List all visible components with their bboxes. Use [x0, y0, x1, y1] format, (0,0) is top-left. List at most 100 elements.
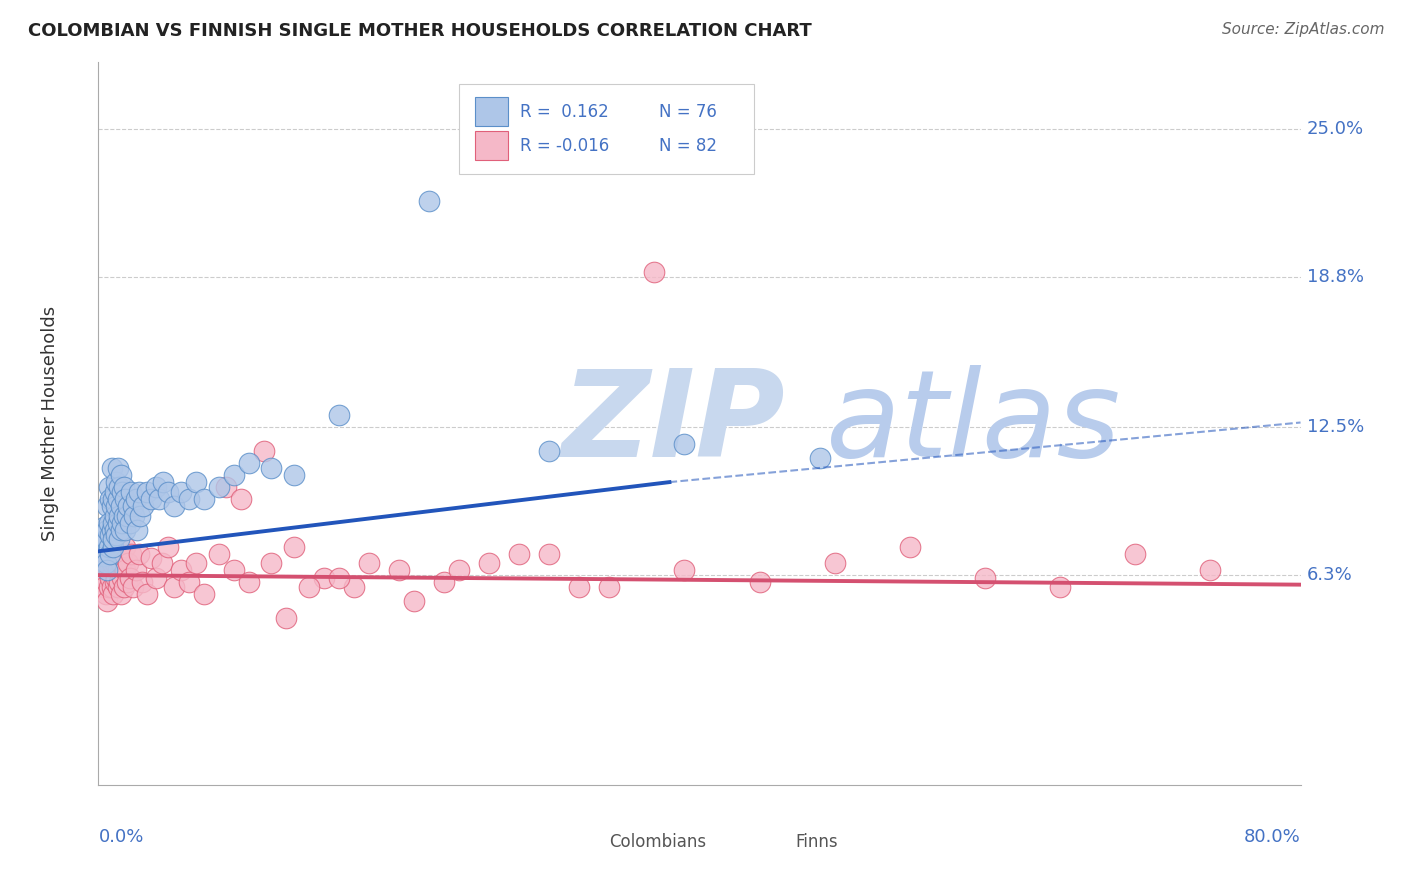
Point [110, 523, 132, 537]
Point [260, 460, 283, 475]
Point [96, 594, 118, 608]
Point [105, 527, 128, 541]
Point [125, 563, 148, 577]
Point [93, 580, 115, 594]
Point [129, 508, 152, 523]
Point [156, 484, 179, 499]
Point [148, 491, 170, 506]
Point [238, 575, 260, 590]
Text: 80.0%: 80.0% [1244, 829, 1301, 847]
Point [121, 484, 143, 499]
Point [94, 551, 117, 566]
Point [193, 587, 215, 601]
Point [238, 456, 260, 470]
Point [108, 533, 131, 547]
Point [139, 491, 162, 506]
Point [328, 409, 350, 423]
Point [101, 523, 124, 537]
Point [111, 551, 134, 566]
Point [97, 516, 120, 530]
Point [122, 499, 145, 513]
Point [748, 575, 770, 590]
Point [94, 533, 117, 547]
Point [103, 540, 125, 554]
Point [184, 556, 207, 570]
Point [598, 580, 620, 594]
Point [260, 556, 283, 570]
FancyBboxPatch shape [567, 838, 603, 859]
Point [283, 540, 305, 554]
Point [121, 547, 143, 561]
Point [478, 556, 501, 570]
Point [177, 491, 200, 506]
Point [177, 575, 200, 590]
Point [208, 480, 231, 494]
Point [107, 580, 129, 594]
Point [128, 547, 150, 561]
Text: Source: ZipAtlas.com: Source: ZipAtlas.com [1222, 22, 1385, 37]
Point [328, 570, 350, 584]
Text: Colombians: Colombians [609, 833, 706, 851]
Point [447, 563, 470, 577]
Point [115, 575, 138, 590]
Point [110, 499, 132, 513]
Point [433, 575, 456, 590]
Text: 18.8%: 18.8% [1306, 268, 1364, 286]
Point [101, 499, 124, 513]
Point [103, 491, 125, 506]
Point [114, 563, 136, 577]
Point [135, 587, 157, 601]
Point [112, 480, 135, 494]
Point [152, 475, 174, 489]
Point [673, 437, 696, 451]
Point [103, 516, 125, 530]
Point [128, 484, 150, 499]
Point [104, 484, 127, 499]
Point [283, 467, 305, 482]
Point [170, 484, 193, 499]
Text: R = -0.016: R = -0.016 [520, 136, 610, 154]
Point [100, 527, 122, 541]
Point [150, 556, 173, 570]
Point [118, 516, 141, 530]
Point [418, 194, 440, 208]
Point [231, 491, 253, 506]
Point [898, 540, 921, 554]
Point [538, 547, 561, 561]
Point [170, 563, 193, 577]
Text: Single Mother Households: Single Mother Households [41, 306, 59, 541]
Point [208, 547, 231, 561]
Point [122, 580, 145, 594]
Point [100, 491, 122, 506]
Point [107, 516, 129, 530]
Point [114, 523, 136, 537]
Point [402, 594, 425, 608]
Point [110, 467, 132, 482]
Point [131, 575, 153, 590]
Point [135, 484, 157, 499]
Point [101, 460, 124, 475]
Text: atlas: atlas [825, 365, 1121, 483]
Point [117, 556, 139, 570]
Point [139, 551, 162, 566]
Point [93, 556, 115, 570]
Text: R =  0.162: R = 0.162 [520, 103, 609, 120]
Point [312, 570, 335, 584]
Text: N = 82: N = 82 [658, 136, 717, 154]
Text: 6.3%: 6.3% [1306, 566, 1353, 584]
Point [112, 508, 135, 523]
Point [104, 556, 127, 570]
Text: 12.5%: 12.5% [1306, 418, 1364, 436]
Point [103, 533, 125, 547]
Point [112, 580, 135, 594]
Point [127, 523, 149, 537]
Point [343, 580, 366, 594]
Point [91, 527, 114, 541]
Point [298, 580, 321, 594]
Point [104, 523, 127, 537]
Point [156, 540, 179, 554]
Point [96, 499, 118, 513]
FancyBboxPatch shape [475, 97, 509, 126]
Point [108, 480, 131, 494]
Point [215, 480, 238, 494]
